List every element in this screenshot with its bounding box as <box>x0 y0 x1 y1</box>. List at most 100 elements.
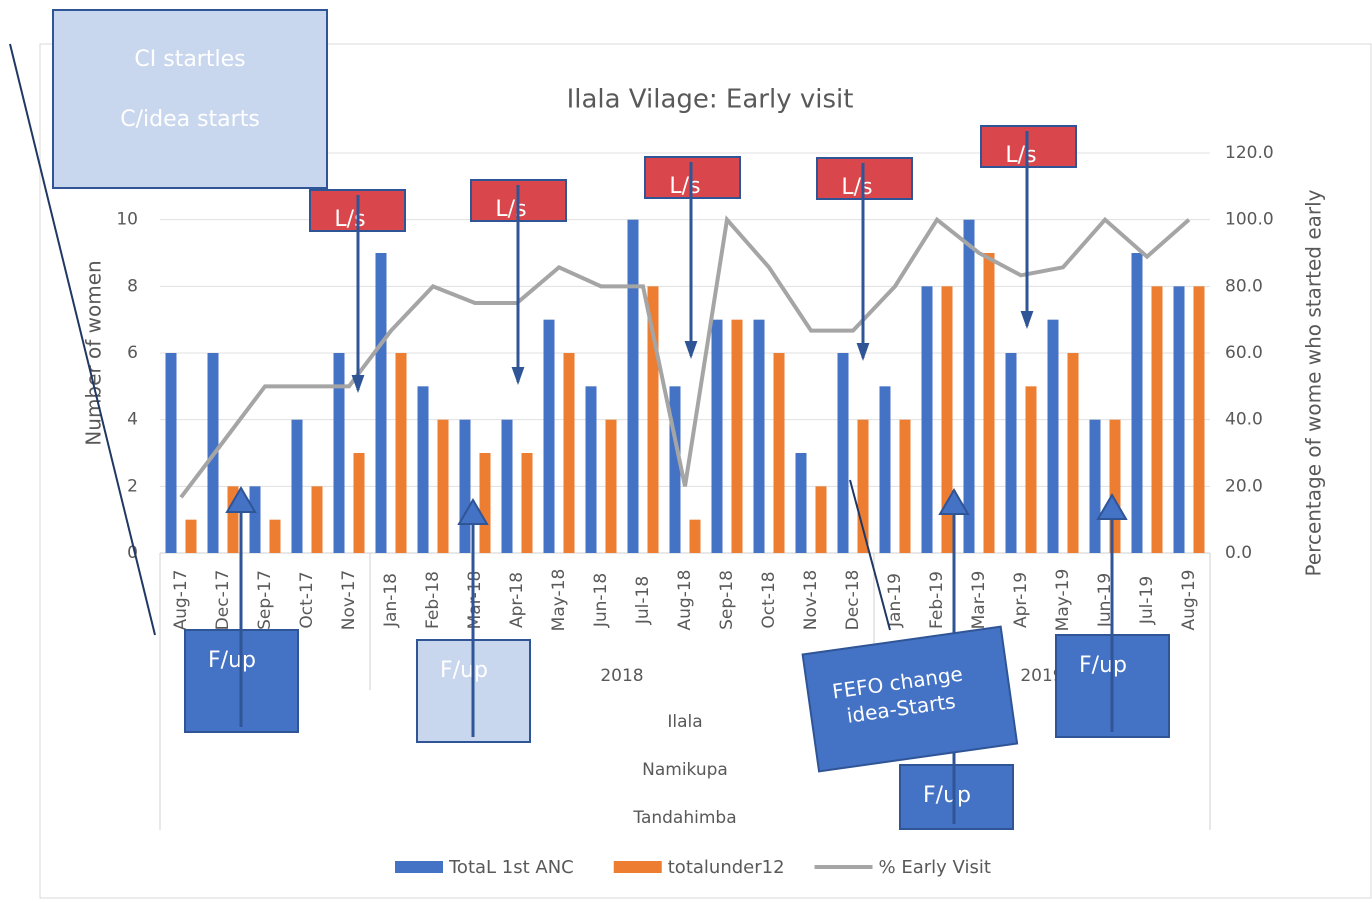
bar <box>921 286 933 553</box>
y2-tick-label: 40.0 <box>1225 410 1263 430</box>
bar <box>185 519 197 553</box>
bar <box>459 419 471 553</box>
bar <box>773 353 785 553</box>
region-label: Tandahimba <box>632 808 736 828</box>
line-series <box>179 215 1191 499</box>
ls-text: L/s <box>495 197 526 222</box>
legend-swatch <box>613 861 662 873</box>
bar <box>669 386 681 553</box>
y-tick-label: 6 <box>127 343 138 363</box>
bar <box>983 253 995 553</box>
bar <box>815 486 827 553</box>
bar <box>627 219 639 553</box>
x-tick-label: Jun-18 <box>591 573 611 628</box>
legend-label: totalunder12 <box>668 857 785 878</box>
x-tick-label: Aug-17 <box>171 570 191 631</box>
fup-box <box>899 764 1014 830</box>
bar <box>1047 319 1059 553</box>
bar <box>1173 286 1185 553</box>
bar <box>941 286 953 553</box>
region-label: Ilala <box>667 712 702 732</box>
legend-label: % Early Visit <box>879 857 991 878</box>
bar <box>375 253 387 553</box>
x-tick-label: Apr-18 <box>507 572 527 628</box>
fefo-box <box>801 625 1019 773</box>
bar <box>417 386 429 553</box>
bar <box>291 419 303 553</box>
bar <box>501 419 513 553</box>
x-tick-label: Feb-18 <box>423 571 443 629</box>
arrow-head <box>457 498 489 525</box>
bar <box>353 453 365 553</box>
bar <box>963 219 975 553</box>
x-tick-label: Nov-17 <box>339 570 359 631</box>
bar <box>1193 286 1205 553</box>
bar <box>857 419 869 553</box>
fup-text: F/up <box>440 658 488 683</box>
bar <box>543 319 555 553</box>
bar <box>311 486 323 553</box>
y2-tick-label: 20.0 <box>1225 476 1263 496</box>
bar <box>689 519 701 553</box>
bar <box>899 419 911 553</box>
x-tick-label: Jul-19 <box>1137 576 1157 625</box>
bar <box>249 486 261 553</box>
arrow-head <box>225 486 257 513</box>
legend-swatch <box>395 861 443 873</box>
legend-label: TotaL 1st ANC <box>448 857 574 878</box>
bar <box>437 419 449 553</box>
bar <box>269 519 281 553</box>
x-tick-label: Oct-18 <box>759 571 779 628</box>
bar <box>1005 353 1017 553</box>
x-tick-label: Jan-19 <box>885 573 905 628</box>
bar <box>711 319 723 553</box>
year-label: 2019 <box>1020 666 1063 686</box>
y2-tick-label: 100.0 <box>1225 210 1274 230</box>
bar <box>1025 386 1037 553</box>
y-tick-label: 2 <box>127 476 138 496</box>
arrow-head <box>684 341 698 359</box>
fup-text: F/up <box>208 648 256 673</box>
y2-axis-title: Percentage of wome who started early <box>1302 189 1326 576</box>
y2-tick-label: 0.0 <box>1225 543 1252 563</box>
x-tick-label: Mar-18 <box>465 571 485 630</box>
arrow-head <box>351 375 365 393</box>
ls-text: L/s <box>334 207 365 232</box>
bar <box>879 386 891 553</box>
fup-text: F/up <box>923 783 971 808</box>
x-tick-label: Aug-19 <box>1179 570 1199 631</box>
bar <box>395 353 407 553</box>
x-tick-label: Sep-17 <box>255 570 275 630</box>
arrow-head <box>1096 493 1128 520</box>
bar <box>521 453 533 553</box>
bar <box>585 386 597 553</box>
x-tick-label: Feb-19 <box>927 571 947 629</box>
bar <box>1151 286 1163 553</box>
y-tick-label: 0 <box>127 543 138 563</box>
bar <box>837 353 849 553</box>
ci-box <box>52 9 328 189</box>
x-tick-label: Aug-18 <box>675 570 695 631</box>
annotation-line <box>9 43 156 636</box>
bar <box>753 319 765 553</box>
y-tick-label: 4 <box>127 410 138 430</box>
x-tick-label: Mar-19 <box>969 571 989 630</box>
ci-text: C/idea starts <box>120 107 260 132</box>
x-tick-label: Sep-18 <box>717 570 737 630</box>
fup-text: F/up <box>1079 653 1127 678</box>
bar <box>227 486 239 553</box>
bar <box>1131 253 1143 553</box>
year-label: 2018 <box>600 666 643 686</box>
fefo-group: FEFO changeidea-Starts <box>801 625 1019 773</box>
x-tick-label: Dec-17 <box>213 570 233 631</box>
bar <box>165 353 177 553</box>
x-tick-label: Dec-18 <box>843 570 863 631</box>
x-tick-label: May-18 <box>549 569 569 632</box>
arrow-head <box>1020 311 1034 329</box>
chart-title: Ilala Vilage: Early visit <box>567 85 854 115</box>
y2-tick-label: 120.0 <box>1225 143 1274 163</box>
ls-text: L/s <box>841 175 872 200</box>
bar <box>1067 353 1079 553</box>
bar <box>731 319 743 553</box>
